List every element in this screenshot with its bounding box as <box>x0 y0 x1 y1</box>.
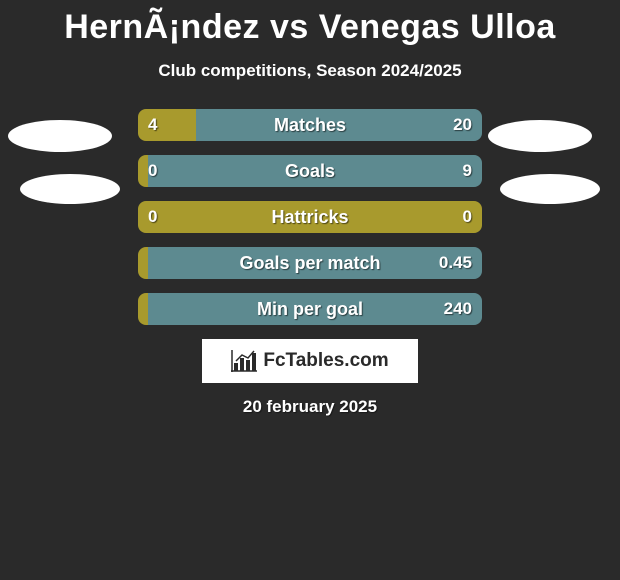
stat-value-left: 0 <box>148 155 157 187</box>
stat-value-left: 4 <box>148 109 157 141</box>
date-label: 20 february 2025 <box>0 397 620 417</box>
stat-value-right: 20 <box>453 109 472 141</box>
stat-label: Goals <box>138 155 482 187</box>
page-subtitle: Club competitions, Season 2024/2025 <box>0 61 620 81</box>
player-left-ellipse-1 <box>8 120 112 152</box>
bar-chart-icon <box>231 350 257 372</box>
stat-row: Goals per match0.45 <box>0 247 620 279</box>
stat-value-left: 0 <box>148 201 157 233</box>
stat-value-right: 9 <box>463 155 472 187</box>
player-left-ellipse-2 <box>20 174 120 204</box>
player-right-ellipse-2 <box>500 174 600 204</box>
stat-label: Matches <box>138 109 482 141</box>
stat-value-right: 0 <box>463 201 472 233</box>
fctables-logo[interactable]: FcTables.com <box>202 339 418 383</box>
stat-row: Min per goal240 <box>0 293 620 325</box>
stat-label: Goals per match <box>138 247 482 279</box>
stat-value-right: 240 <box>444 293 472 325</box>
page-title: HernÃ¡ndez vs Venegas Ulloa <box>0 8 620 47</box>
stat-value-right: 0.45 <box>439 247 472 279</box>
logo-text: FcTables.com <box>263 350 388 372</box>
stat-label: Min per goal <box>138 293 482 325</box>
stat-label: Hattricks <box>138 201 482 233</box>
stat-row: Hattricks0 0 <box>0 201 620 233</box>
player-right-ellipse-1 <box>488 120 592 152</box>
